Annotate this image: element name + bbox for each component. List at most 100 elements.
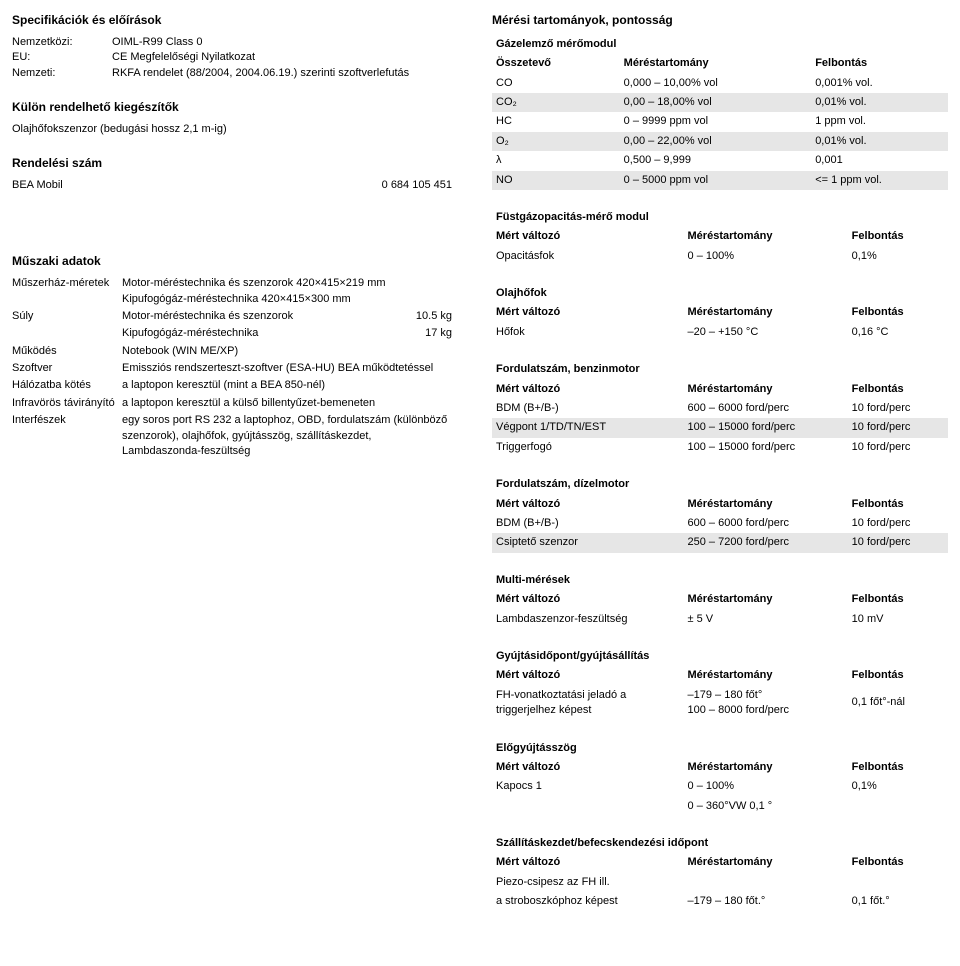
spec-label: Nemzetközi: bbox=[12, 35, 112, 50]
spec-label: Nemzeti: bbox=[12, 66, 112, 81]
table-row: CO0,000 – 10,00% vol0,001% vol. bbox=[492, 74, 948, 93]
measure-table: Fordulatszám, dízelmotorMért változóMéré… bbox=[492, 475, 948, 553]
table-row: NO0 – 5000 ppm vol<= 1 ppm vol. bbox=[492, 171, 948, 190]
measure-block: Füstgázopacitás-mérő modulMért változóMé… bbox=[492, 208, 948, 266]
spec-value: RKFA rendelet (88/2004, 2004.06.19.) sze… bbox=[112, 66, 409, 81]
table-cell: 0,00 – 22,00% vol bbox=[620, 132, 812, 151]
table-row: Opacitásfok0 – 100%0,1% bbox=[492, 247, 948, 266]
table-cell: λ bbox=[492, 151, 620, 170]
tech-label: Súly bbox=[12, 309, 122, 324]
table-cell: –20 – +150 °C bbox=[684, 323, 848, 342]
table-cell: 10 ford/perc bbox=[848, 514, 948, 533]
measure-table: Gyújtásidőpont/gyújtásállításMért változ… bbox=[492, 647, 948, 721]
table-row: HC0 – 9999 ppm vol1 ppm vol. bbox=[492, 112, 948, 131]
table-cell: 0 – 100% bbox=[684, 777, 848, 796]
table-cell: CO₂ bbox=[492, 93, 620, 112]
column-header: Összetevő bbox=[492, 54, 620, 73]
column-header: Méréstartomány bbox=[684, 303, 848, 322]
table-cell: BDM (B+/B-) bbox=[492, 399, 684, 418]
table-cell: 0 – 100% bbox=[684, 247, 848, 266]
column-header: Felbontás bbox=[848, 666, 948, 685]
table-cell: 100 – 15000 ford/perc bbox=[684, 418, 848, 437]
tech-value: a laptopon keresztül a külső billentyűze… bbox=[122, 396, 452, 411]
measure-block: Multi-mérésekMért változóMéréstartományF… bbox=[492, 571, 948, 629]
table-cell: 600 – 6000 ford/perc bbox=[684, 514, 848, 533]
measure-block: Gyújtásidőpont/gyújtásállításMért változ… bbox=[492, 647, 948, 721]
specs-section: Specifikációk és előírások Nemzetközi:OI… bbox=[12, 12, 452, 81]
tech-row: SúlyMotor-méréstechnika és szenzorok10.5… bbox=[12, 309, 452, 324]
table-cell: Hőfok bbox=[492, 323, 684, 342]
accessories-section: Külön rendelhető kiegészítők Olajhőfoksz… bbox=[12, 99, 452, 137]
tech-label: Műszerház-méretek bbox=[12, 276, 122, 291]
table-row: Hőfok–20 – +150 °C0,16 °C bbox=[492, 323, 948, 342]
table-cell: 0,01% vol. bbox=[811, 93, 948, 112]
spec-value: CE Megfelelőségi Nyilatkozat bbox=[112, 50, 255, 65]
table-cell: 600 – 6000 ford/perc bbox=[684, 399, 848, 418]
ranges-title: Mérési tartományok, pontosság bbox=[492, 12, 948, 29]
table-cell: 0,500 – 9,999 bbox=[620, 151, 812, 170]
table-cell: Kapocs 1 bbox=[492, 777, 684, 796]
tech-value: a laptopon keresztül (mint a BEA 850-nél… bbox=[122, 378, 452, 393]
table-cell: <= 1 ppm vol. bbox=[811, 171, 948, 190]
tech-value: egy soros port RS 232 a laptophoz, OBD, … bbox=[122, 413, 452, 459]
right-column: Mérési tartományok, pontosság Gázelemző … bbox=[492, 12, 948, 930]
column-header: Felbontás bbox=[848, 853, 948, 872]
table-cell: 0,01% vol. bbox=[811, 132, 948, 151]
table-cell: –179 – 180 főt.° bbox=[684, 892, 848, 911]
measure-table: Füstgázopacitás-mérő modulMért változóMé… bbox=[492, 208, 948, 266]
tech-title: Műszaki adatok bbox=[12, 253, 452, 270]
table-cell bbox=[492, 797, 684, 816]
table-cell: 100 – 15000 ford/perc bbox=[684, 438, 848, 457]
column-header: Méréstartomány bbox=[620, 54, 812, 73]
table-cell: Lambdaszenzor-feszültség bbox=[492, 610, 684, 629]
table-cell: Opacitásfok bbox=[492, 247, 684, 266]
table-cell: a stroboszkóphoz képest bbox=[492, 892, 684, 911]
table-cell: 0,16 °C bbox=[848, 323, 948, 342]
spec-value: OIML-R99 Class 0 bbox=[112, 35, 202, 50]
table-cell: 0,1 főt.° bbox=[848, 892, 948, 911]
block-title: Multi-mérések bbox=[492, 571, 948, 590]
measure-table: OlajhőfokMért változóMéréstartományFelbo… bbox=[492, 284, 948, 342]
column-header: Mért változó bbox=[492, 380, 684, 399]
column-header: Felbontás bbox=[848, 303, 948, 322]
spec-label: EU: bbox=[12, 50, 112, 65]
table-cell: 0,000 – 10,00% vol bbox=[620, 74, 812, 93]
table-cell: 1 ppm vol. bbox=[811, 112, 948, 131]
left-column: Specifikációk és előírások Nemzetközi:OI… bbox=[12, 12, 452, 930]
table-row: Végpont 1/TD/TN/EST100 – 15000 ford/perc… bbox=[492, 418, 948, 437]
column-header: Felbontás bbox=[848, 758, 948, 777]
table-cell: 250 – 7200 ford/perc bbox=[684, 533, 848, 552]
block-title: Olajhőfok bbox=[492, 284, 948, 303]
column-header: Méréstartomány bbox=[684, 666, 848, 685]
table-cell: 0 – 5000 ppm vol bbox=[620, 171, 812, 190]
tech-label: Szoftver bbox=[12, 361, 122, 376]
column-header: Mért változó bbox=[492, 666, 684, 685]
table-cell: Végpont 1/TD/TN/EST bbox=[492, 418, 684, 437]
order-item-label: BEA Mobil bbox=[12, 178, 63, 193]
table-row: λ0,500 – 9,9990,001 bbox=[492, 151, 948, 170]
table-row: BDM (B+/B-)600 – 6000 ford/perc10 ford/p… bbox=[492, 514, 948, 533]
measure-table: Multi-mérésekMért változóMéréstartományF… bbox=[492, 571, 948, 629]
table-cell: 10 ford/perc bbox=[848, 399, 948, 418]
tech-label: Működés bbox=[12, 344, 122, 359]
column-header: Mért változó bbox=[492, 590, 684, 609]
block-title: Fordulatszám, dízelmotor bbox=[492, 475, 948, 494]
tech-row: Hálózatba kötésa laptopon keresztül (min… bbox=[12, 378, 452, 393]
tech-value: Notebook (WIN ME/XP) bbox=[122, 344, 452, 359]
column-header: Felbontás bbox=[848, 590, 948, 609]
column-header: Mért változó bbox=[492, 303, 684, 322]
order-title: Rendelési szám bbox=[12, 155, 452, 172]
tech-label: Interfészek bbox=[12, 413, 122, 428]
tech-row: SzoftverEmissziós rendszerteszt-szoftver… bbox=[12, 361, 452, 376]
column-header: Felbontás bbox=[848, 380, 948, 399]
column-header: Mért változó bbox=[492, 495, 684, 514]
column-header: Méréstartomány bbox=[684, 227, 848, 246]
table-row: Lambdaszenzor-feszültség± 5 V10 mV bbox=[492, 610, 948, 629]
table-cell bbox=[848, 873, 948, 892]
spec-row: EU:CE Megfelelőségi Nyilatkozat bbox=[12, 50, 452, 65]
table-row: BDM (B+/B-)600 – 6000 ford/perc10 ford/p… bbox=[492, 399, 948, 418]
table-row: a stroboszkóphoz képest–179 – 180 főt.°0… bbox=[492, 892, 948, 911]
table-cell: NO bbox=[492, 171, 620, 190]
table-cell: 10 ford/perc bbox=[848, 438, 948, 457]
table-row: FH-vonatkoztatási jeladó a triggerjelhez… bbox=[492, 686, 948, 721]
